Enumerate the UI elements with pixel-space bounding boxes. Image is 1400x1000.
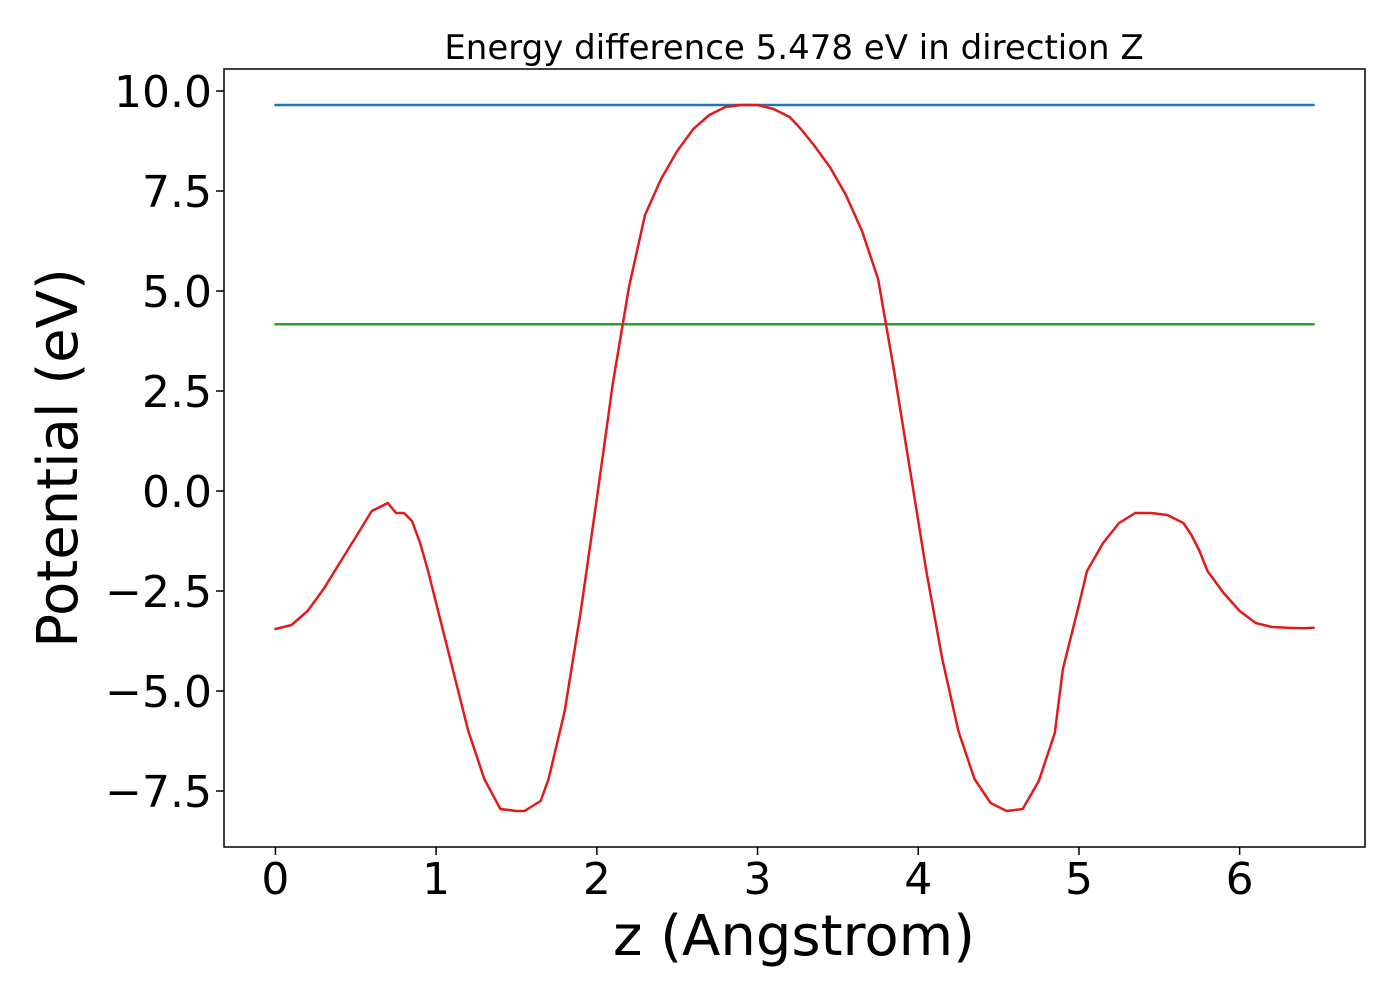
plot-frame — [223, 68, 1366, 848]
y-tick-label-0: −7.5 — [105, 767, 212, 818]
y-tick-label-5: 5.0 — [142, 267, 212, 318]
x-tick-label-5: 5 — [1065, 854, 1093, 905]
x-tick-label-1: 1 — [422, 854, 450, 905]
x-tick-label-3: 3 — [744, 854, 772, 905]
x-tick-label-2: 2 — [583, 854, 611, 905]
y-tick-label-1: −5.0 — [105, 667, 212, 718]
x-tick-label-0: 0 — [261, 854, 289, 905]
plot-area — [274, 103, 1315, 813]
y-tick-label-7: 10.0 — [114, 67, 212, 118]
x-axis-title: z (Angstrom) — [613, 904, 975, 969]
y-tick-label-3: 0.0 — [142, 467, 212, 518]
y-tick-label-2: −2.5 — [105, 567, 212, 618]
series-line-2 — [274, 103, 1315, 813]
y-axis: −7.5 −5.0 −2.5 0.0 2.5 5.0 7.5 10.0 — [105, 67, 224, 818]
x-tick-label-6: 6 — [1226, 854, 1254, 905]
y-axis-title: Potential (eV) — [26, 268, 91, 648]
y-tick-label-6: 7.5 — [142, 167, 212, 218]
y-tick-label-4: 2.5 — [142, 367, 212, 418]
chart-title: Energy difference 5.478 eV in direction … — [444, 28, 1143, 68]
x-axis: 0 1 2 3 4 5 6 — [261, 847, 1254, 905]
x-tick-label-4: 4 — [904, 854, 932, 905]
